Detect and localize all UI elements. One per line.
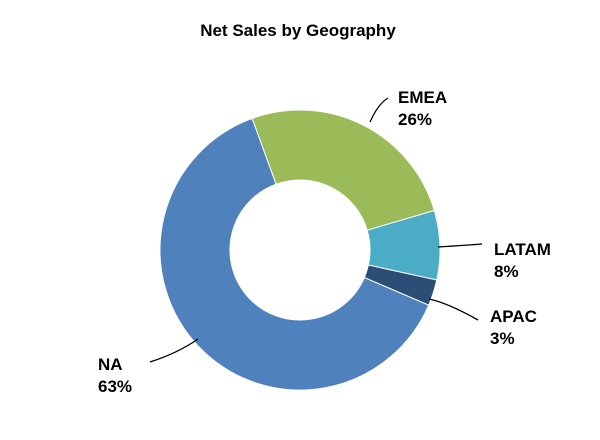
leader-line-na (149, 338, 199, 363)
leader-line-apac (428, 298, 479, 321)
slice-na (159, 117, 430, 391)
slice-labels: EMEA 26% LATAM 8% APAC 3% NA 63% (98, 88, 551, 396)
slice-name-apac: APAC (490, 307, 537, 326)
slice-name-latam: LATAM (494, 240, 551, 259)
chart-title: Net Sales by Geography (200, 21, 396, 40)
slice-percent-latam: 8% (494, 262, 519, 281)
slice-name-na: NA (98, 355, 123, 374)
leader-line-emea (369, 97, 389, 123)
leader-line-latam (437, 243, 483, 248)
slice-percent-apac: 3% (490, 329, 515, 348)
slice-percent-na: 63% (98, 377, 132, 396)
slice-name-emea: EMEA (398, 88, 447, 107)
slice-emea (251, 109, 435, 231)
slice-percent-emea: 26% (398, 110, 432, 129)
donut-slices (159, 109, 441, 391)
